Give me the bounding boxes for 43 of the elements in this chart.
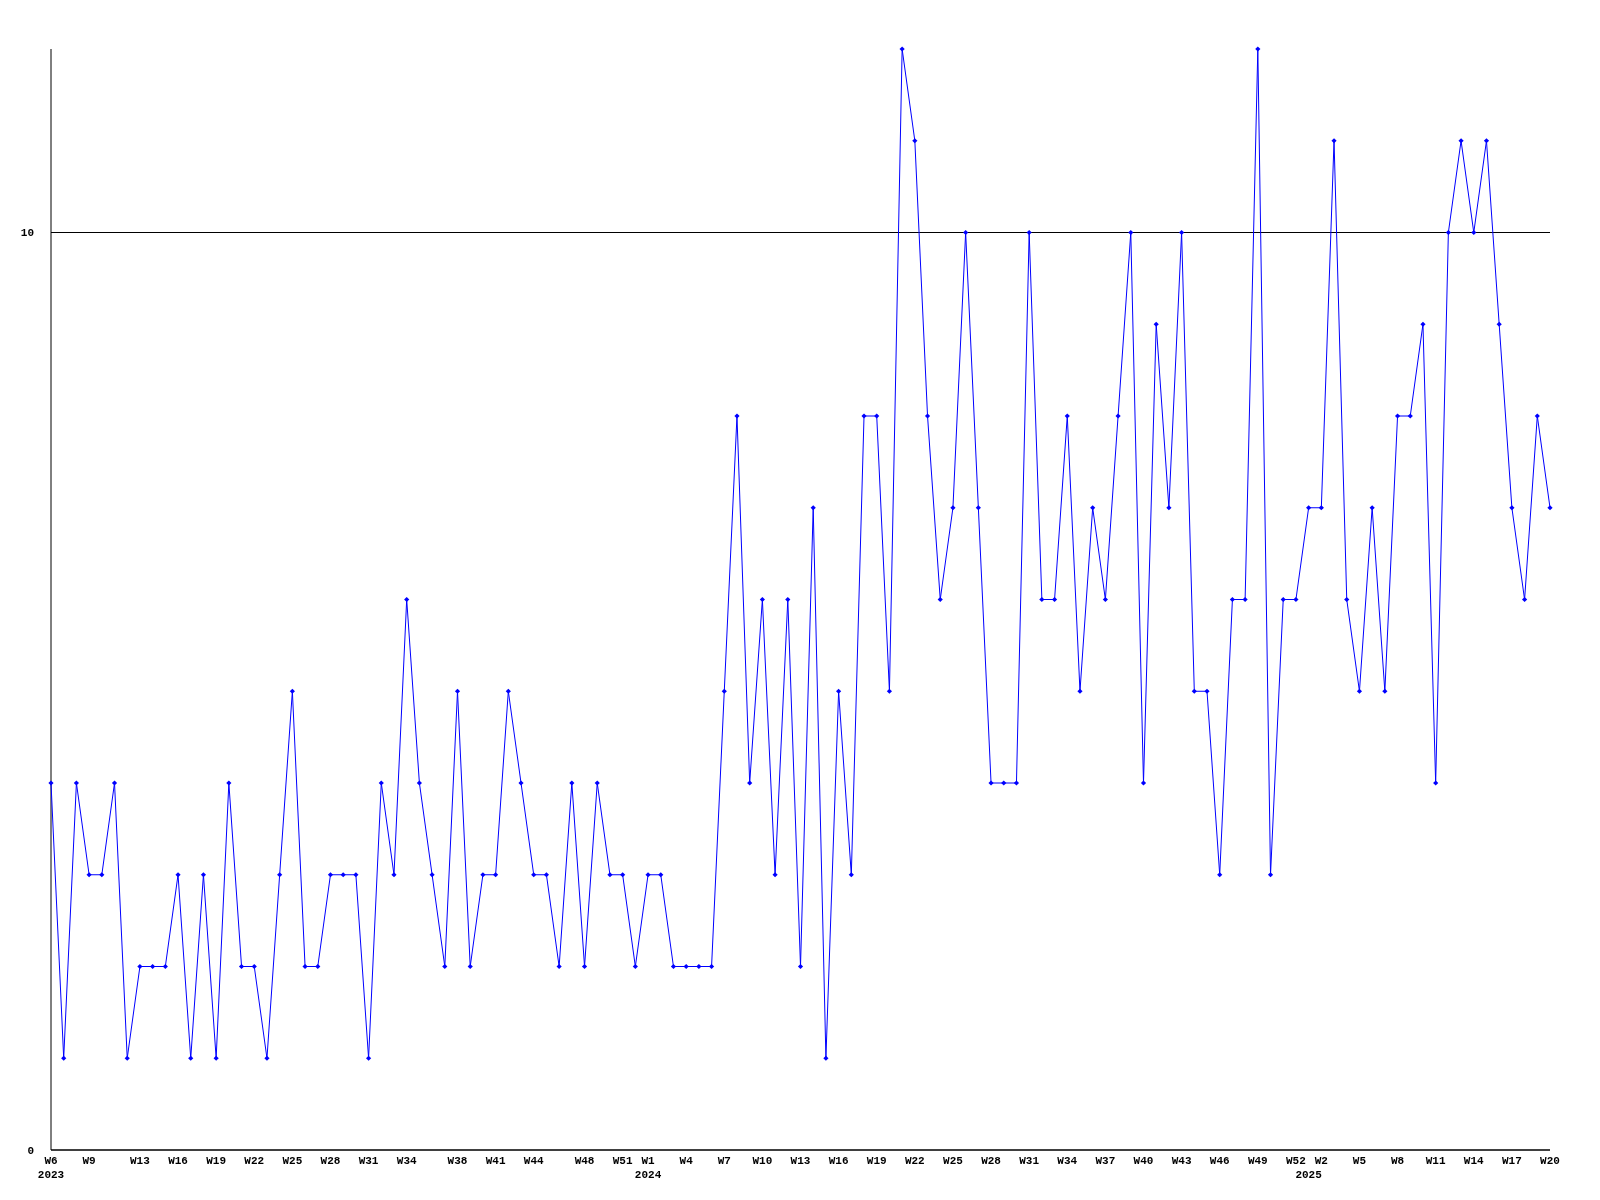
x-tick-label: W13 — [790, 1155, 811, 1167]
x-tick-label: W8 — [1390, 1155, 1405, 1167]
x-tick-label: W6 2023 — [37, 1155, 65, 1181]
x-tick-label: W13 — [130, 1155, 151, 1167]
x-tick-label: W28 — [981, 1155, 1002, 1167]
x-tick-label: W43 — [1171, 1155, 1192, 1167]
x-tick-label: W46 — [1209, 1155, 1230, 1167]
x-tick-label: W22 — [244, 1155, 265, 1167]
x-tick-label: W16 — [828, 1155, 849, 1167]
y-tick-label: 0 — [27, 1144, 34, 1157]
x-tick-label: W25 — [282, 1155, 303, 1167]
x-tick-label: W22 — [904, 1155, 925, 1167]
x-tick-label: W25 — [943, 1155, 964, 1167]
x-tick-label: W20 — [1540, 1155, 1560, 1167]
x-tick-label: W4 — [679, 1155, 694, 1167]
x-tick-label: W44 — [523, 1155, 545, 1167]
x-tick-label: W9 — [82, 1155, 96, 1167]
x-tick-label: 2025 — [1295, 1169, 1323, 1181]
x-tick-label: W34 — [396, 1155, 417, 1167]
x-tick-label: W19 — [866, 1155, 887, 1167]
x-tick-label: W40 — [1133, 1155, 1154, 1167]
x-tick-label: W34 — [1057, 1155, 1078, 1167]
x-tick-label: W5 — [1352, 1155, 1367, 1167]
x-tick-label: W48 — [574, 1155, 595, 1167]
x-tick-label: W52 — [1286, 1155, 1306, 1167]
x-tick-label: W31 — [1019, 1155, 1040, 1167]
x-tick-label: W2 — [1314, 1155, 1328, 1167]
x-tick-label: W31 — [358, 1155, 379, 1167]
x-tick-label: W19 — [206, 1155, 227, 1167]
x-tick-label: W41 — [485, 1155, 506, 1167]
x-tick-label: W10 — [752, 1155, 773, 1167]
x-tick-label: W49 — [1247, 1155, 1268, 1167]
x-tick-label: W11 — [1425, 1155, 1446, 1167]
x-tick-label: W17 — [1501, 1155, 1522, 1167]
x-tick-label: W38 — [447, 1155, 468, 1167]
x-tick-label: W16 — [168, 1155, 188, 1167]
x-tick-label: W28 — [320, 1155, 341, 1167]
x-tick-label: W51 — [612, 1155, 633, 1167]
y-tick-label: 10 — [20, 227, 34, 240]
x-tick-label: W7 — [717, 1155, 731, 1167]
x-tick-label: W14 — [1463, 1155, 1485, 1167]
x-tick-label: W37 — [1095, 1155, 1116, 1167]
x-tick-label: W1 2024 — [634, 1155, 662, 1181]
